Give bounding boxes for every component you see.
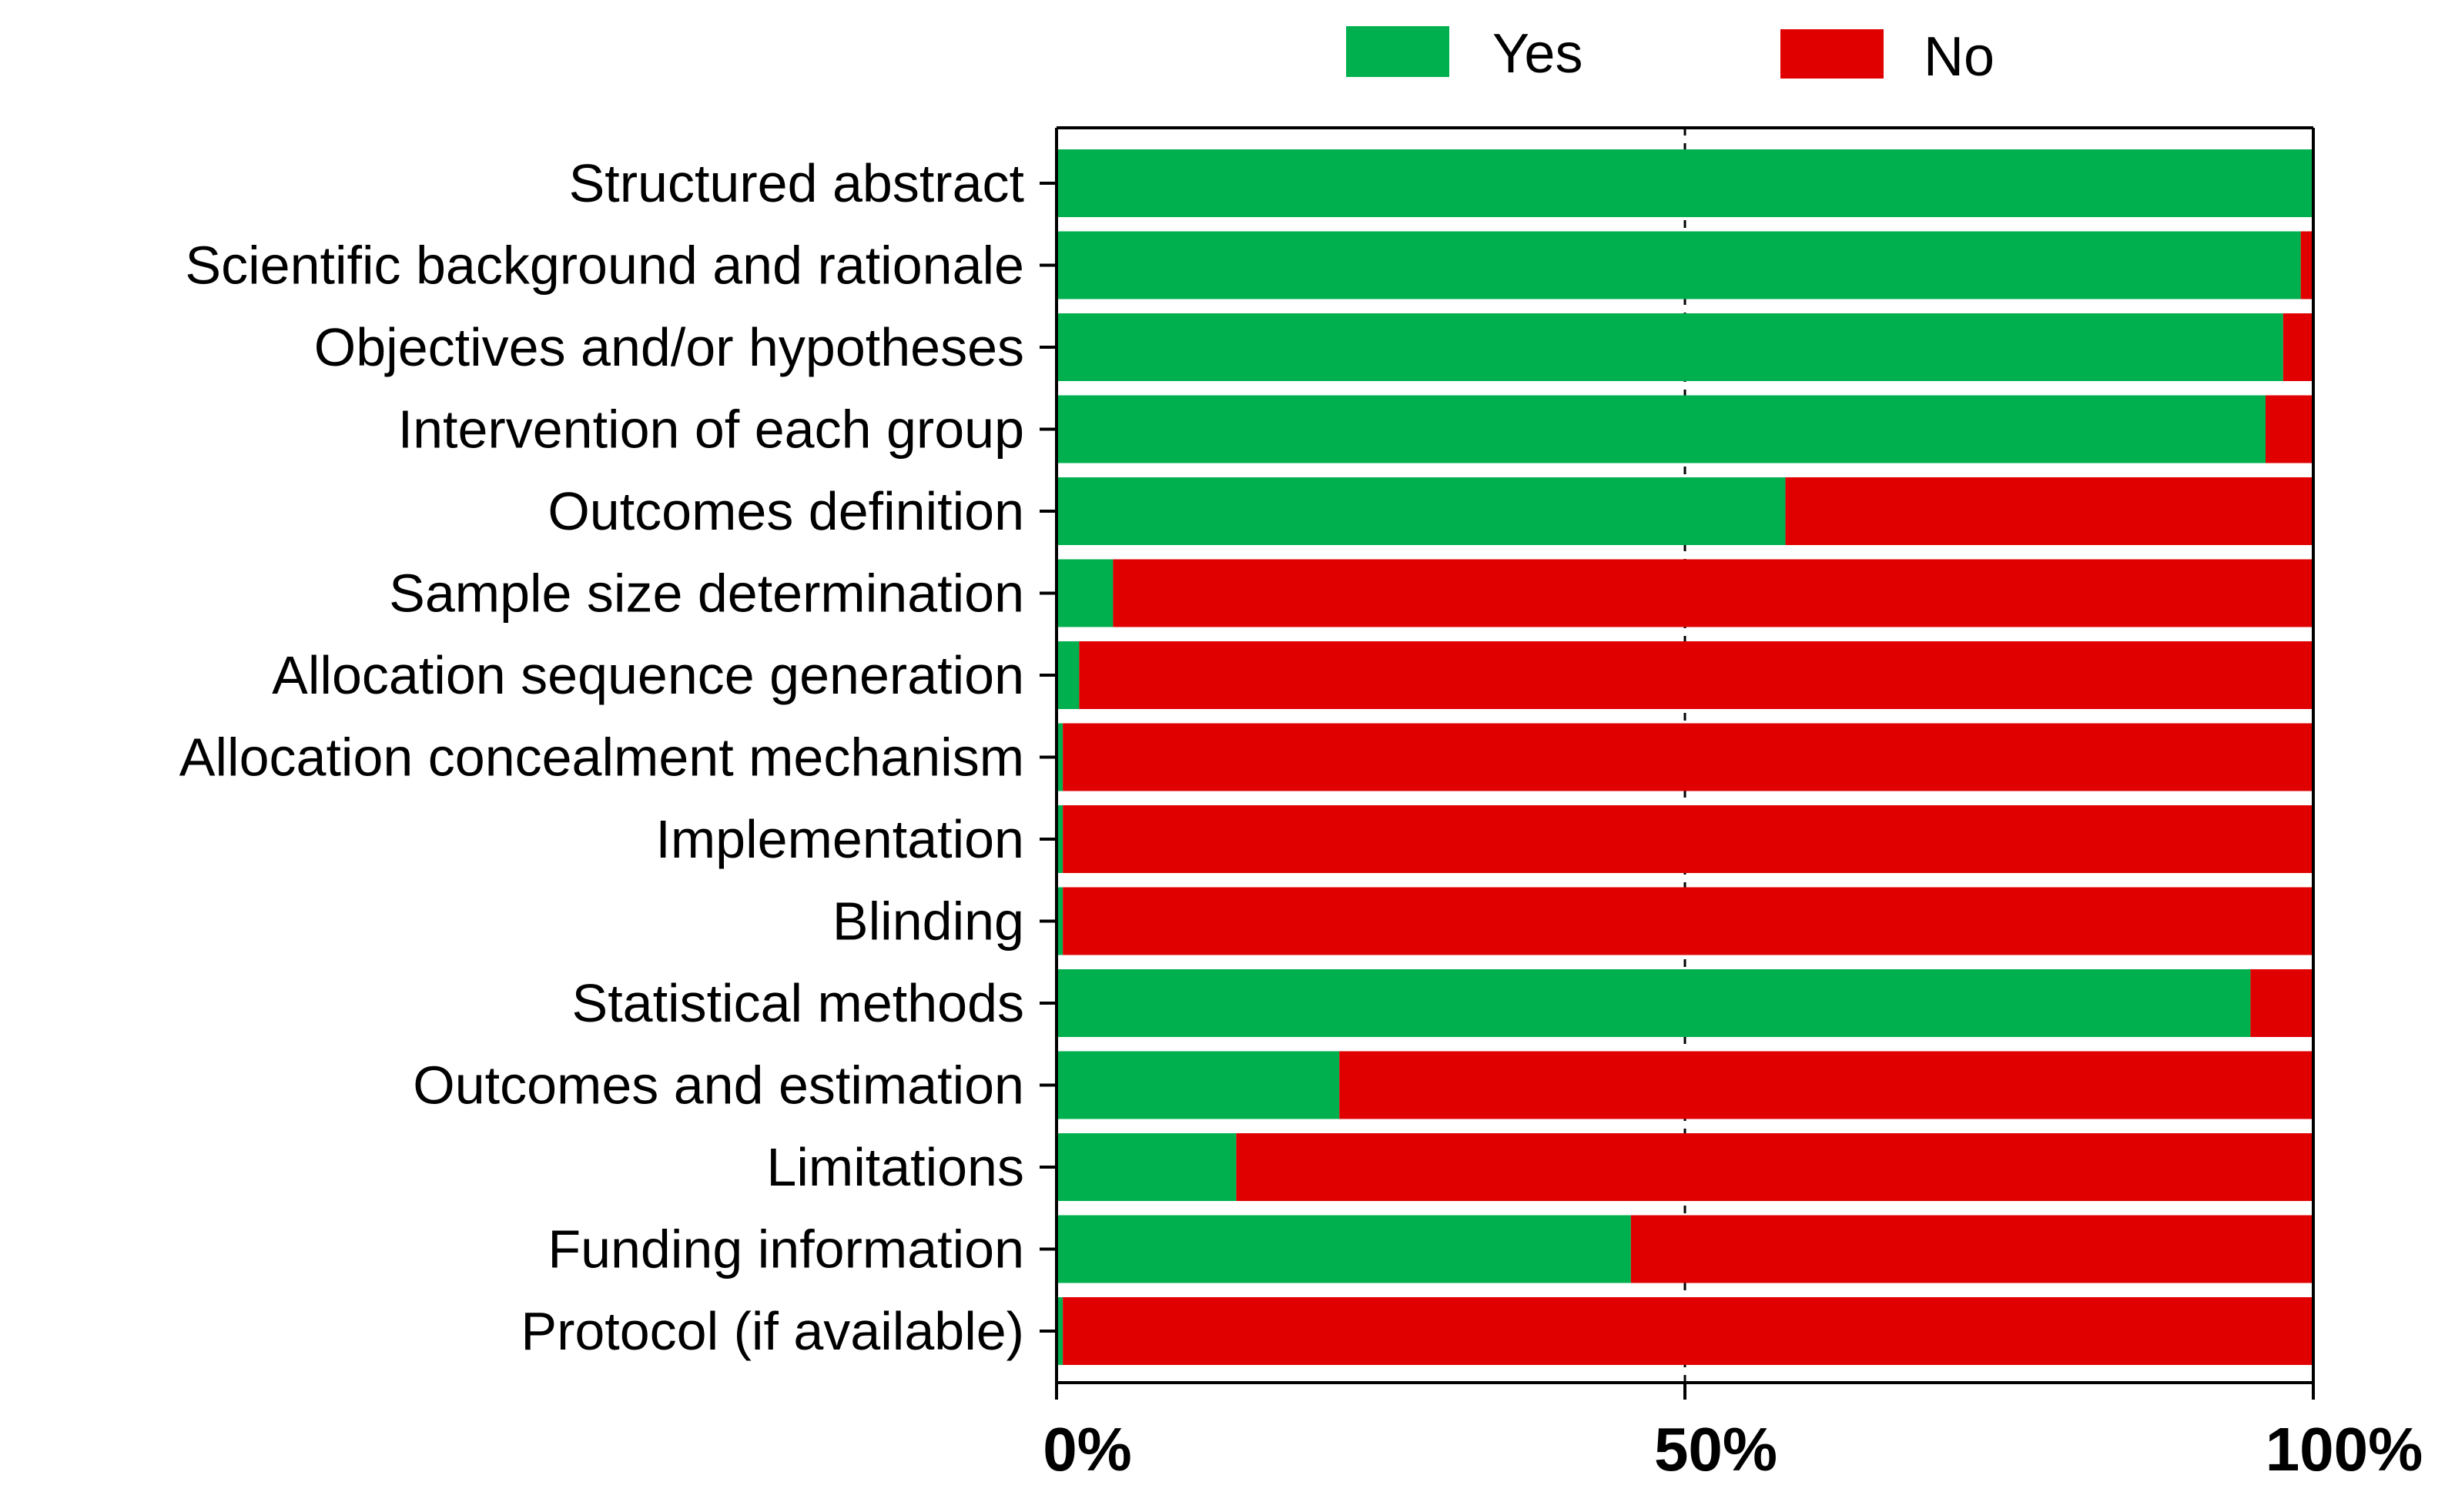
bar-yes-limitations — [1057, 1133, 1237, 1201]
category-label-implementation: Implementation — [655, 809, 1024, 869]
bar-no-scientific-background-and-rationale — [2300, 231, 2313, 299]
bar-no-sample-size-determination — [1113, 559, 2313, 627]
axes — [1040, 126, 2315, 1400]
x-tick-labels: 0% 50% 100% — [1043, 1415, 2423, 1484]
category-label-structured-abstract: Structured abstract — [569, 153, 1024, 213]
category-label-protocol-if-available: Protocol (if available) — [521, 1301, 1024, 1361]
bar-no-allocation-concealment-mechanism — [1063, 723, 2313, 791]
category-label-intervention-of-each-group: Intervention of each group — [398, 400, 1024, 460]
bar-yes-statistical-methods — [1057, 969, 2251, 1037]
category-label-objectives-and-or-hypotheses: Objectives and/or hypotheses — [314, 317, 1024, 377]
legend-swatch-no — [1780, 29, 1884, 79]
bar-no-protocol-if-available — [1063, 1297, 2313, 1365]
category-label-outcomes-definition: Outcomes definition — [548, 481, 1024, 541]
bar-yes-implementation — [1057, 805, 1063, 873]
bar-no-blinding — [1063, 887, 2313, 955]
bar-no-allocation-sequence-generation — [1079, 641, 2313, 709]
legend-label-no: No — [1924, 26, 1994, 88]
bar-no-outcomes-and-estimation — [1339, 1051, 2313, 1119]
legend-swatch-yes — [1346, 26, 1449, 77]
bar-yes-intervention-of-each-group — [1057, 395, 2266, 463]
legend-label-yes: Yes — [1492, 23, 1583, 85]
x-tick-label-50: 50% — [1654, 1415, 1777, 1484]
bar-yes-allocation-concealment-mechanism — [1057, 723, 1063, 791]
bar-no-objectives-and-or-hypotheses — [2283, 313, 2313, 381]
bar-yes-blinding — [1057, 887, 1063, 955]
category-label-allocation-sequence-generation: Allocation sequence generation — [272, 645, 1024, 705]
category-label-limitations: Limitations — [766, 1137, 1024, 1197]
bar-no-funding-information — [1630, 1215, 2313, 1283]
bar-yes-funding-information — [1057, 1215, 1631, 1283]
bar-yes-structured-abstract — [1057, 149, 2313, 217]
category-label-blinding: Blinding — [832, 891, 1024, 952]
category-label-statistical-methods: Statistical methods — [572, 973, 1024, 1033]
bar-no-implementation — [1063, 805, 2313, 873]
legend: Yes No — [1346, 23, 1994, 88]
x-tick-label-100: 100% — [2266, 1415, 2423, 1484]
bar-no-statistical-methods — [2250, 969, 2313, 1037]
bar-yes-objectives-and-or-hypotheses — [1057, 313, 2283, 381]
category-label-allocation-concealment-mechanism: Allocation concealment mechanism — [179, 728, 1024, 788]
bar-yes-scientific-background-and-rationale — [1057, 231, 2301, 299]
bars — [1057, 149, 2313, 1365]
x-tick-label-0: 0% — [1043, 1415, 1132, 1484]
bar-no-outcomes-definition — [1785, 477, 2313, 545]
category-label-scientific-background-and-rationale: Scientific background and rationale — [185, 236, 1024, 296]
bar-yes-allocation-sequence-generation — [1057, 641, 1080, 709]
bar-yes-protocol-if-available — [1057, 1297, 1063, 1365]
category-labels: Structured abstract Scientific background… — [179, 153, 1024, 1361]
category-label-funding-information: Funding information — [548, 1219, 1024, 1280]
bar-yes-outcomes-and-estimation — [1057, 1051, 1340, 1119]
bar-no-limitations — [1236, 1133, 2313, 1201]
bar-yes-outcomes-definition — [1057, 477, 1786, 545]
bar-no-intervention-of-each-group — [2265, 395, 2313, 463]
category-label-outcomes-and-estimation: Outcomes and estimation — [413, 1055, 1024, 1116]
bar-yes-sample-size-determination — [1057, 559, 1114, 627]
category-label-sample-size-determination: Sample size determination — [389, 564, 1024, 624]
